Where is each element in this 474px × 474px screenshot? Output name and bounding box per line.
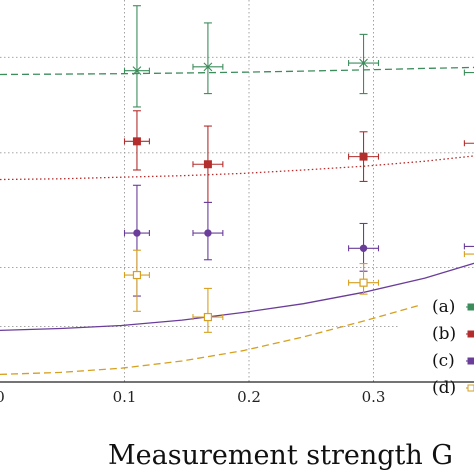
data-point-b [192, 125, 224, 204]
legend-label: (c) [432, 351, 455, 371]
legend-marker-symbol [467, 357, 474, 365]
legend-item-a: (a) [432, 297, 474, 317]
fit-curve-b [0, 155, 474, 181]
x-tick-label: 0.1 [113, 388, 137, 406]
data-points [123, 5, 474, 333]
data-point-d [348, 263, 380, 295]
x-tick-label: 0.3 [362, 388, 386, 406]
fit-curve-d [0, 287, 474, 376]
fit-curves [0, 66, 474, 376]
legend: (a) (b) (c) (d) [418, 286, 474, 436]
data-point-b [123, 110, 150, 171]
legend-marker-symbol [467, 303, 474, 311]
data-point-c [463, 243, 474, 250]
legend-item-c: (c) [432, 351, 474, 371]
legend-box [418, 286, 474, 436]
x-tick-label: 0 [0, 388, 5, 406]
legend-label: (b) [432, 324, 456, 344]
x-tick-labels: 0 0.1 0.2 0.3 [0, 388, 385, 406]
fit-curve-c [0, 262, 474, 332]
data-point-b [348, 131, 380, 182]
x-axis-title: Measurement strength G [108, 440, 453, 471]
data-point-c [192, 201, 224, 261]
fit-curve-a [0, 66, 474, 76]
data-point-a [192, 22, 224, 95]
x-tick-label: 0.2 [237, 388, 261, 406]
data-point-a [123, 5, 150, 108]
legend-item-b: (b) [432, 324, 474, 344]
data-point-d [123, 249, 150, 312]
legend-label: (a) [432, 297, 455, 317]
data-point-d [463, 251, 474, 258]
legend-marker-symbol [467, 330, 474, 338]
data-point-d [192, 287, 224, 333]
data-point-b [463, 140, 474, 147]
legend-marker-symbol [467, 384, 474, 392]
legend-label: (d) [432, 378, 456, 398]
data-point-a [348, 33, 380, 95]
data-point-a [463, 69, 474, 76]
legend-item-d: (d) [432, 378, 474, 398]
grid [0, 0, 474, 382]
